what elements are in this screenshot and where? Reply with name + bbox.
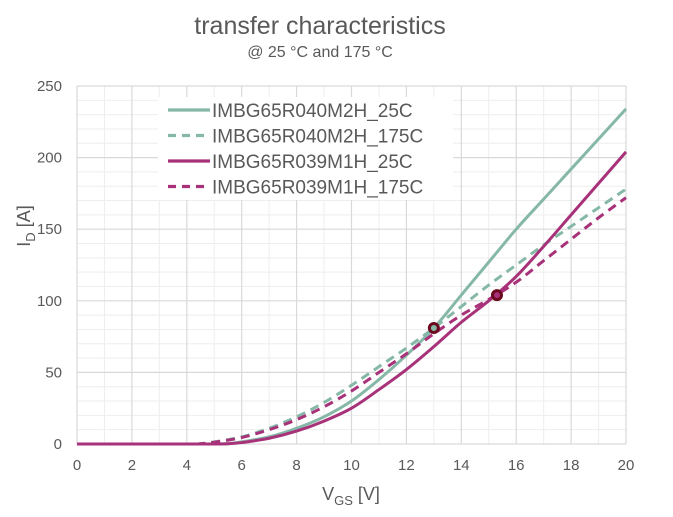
crossover-markers [427, 289, 503, 335]
x-tick-label: 4 [183, 457, 191, 474]
y-tick-label: 200 [37, 150, 62, 167]
crossover-marker [427, 322, 440, 335]
legend-label: IMBG65R039M1H_25C [212, 152, 413, 173]
series-lines [76, 107, 628, 446]
x-tick-label: 10 [343, 457, 360, 474]
legend-label: IMBG65R040M2H_25C [212, 101, 413, 122]
y-axis-label: ID [A] [14, 205, 38, 246]
x-tick-label: 12 [398, 457, 415, 474]
x-tick-label: 8 [292, 457, 300, 474]
x-tick-label: 18 [563, 457, 580, 474]
y-tick-label: 100 [37, 293, 62, 310]
chart-title: transfer characteristics [194, 12, 446, 40]
series-line [77, 150, 628, 446]
y-tick-label: 250 [37, 78, 62, 95]
x-tick-label: 0 [73, 457, 81, 474]
legend-label: IMBG65R040M2H_175C [212, 127, 423, 148]
x-tick-label: 14 [453, 457, 470, 474]
x-tick-label: 20 [618, 457, 635, 474]
series-line [76, 196, 627, 446]
legend: IMBG65R040M2H_25C IMBG65R040M2H_175C IMBG6… [158, 97, 453, 200]
y-tick-label: 0 [54, 436, 62, 453]
x-tick-label: 16 [508, 457, 525, 474]
x-axis-ticks: 0 2 4 6 8 10 12 14 16 18 20 [73, 457, 635, 474]
y-tick-label: 50 [45, 364, 62, 381]
x-axis-label: VGS [V] [322, 484, 380, 508]
x-tick-label: 2 [128, 457, 136, 474]
x-tick-label: 6 [238, 457, 246, 474]
legend-label: IMBG65R039M1H_175C [212, 178, 423, 199]
chart-subtitle: @ 25 °C and 175 °C [247, 44, 393, 61]
y-tick-label: 150 [37, 221, 62, 238]
y-axis-ticks: 0 50 100 150 200 250 [37, 78, 62, 453]
crossover-marker [490, 289, 503, 302]
